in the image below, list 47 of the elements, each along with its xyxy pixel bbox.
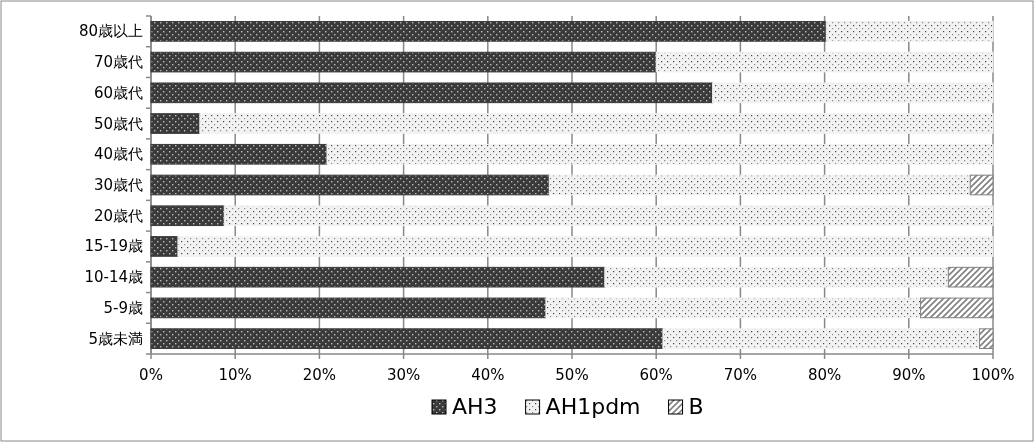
bar bbox=[150, 113, 201, 134]
bar bbox=[150, 266, 606, 288]
y-tick-label: 5-9歳 bbox=[103, 298, 143, 317]
y-tick-label: 60歳代 bbox=[93, 83, 143, 102]
y-tick-label: 50歳代 bbox=[93, 114, 143, 133]
bar bbox=[712, 82, 994, 104]
x-tick-label: 80% bbox=[807, 366, 842, 384]
bar bbox=[150, 236, 179, 257]
bar bbox=[655, 51, 994, 73]
legend-label: B bbox=[688, 394, 704, 419]
x-tick-label: 10% bbox=[218, 366, 252, 384]
bar bbox=[150, 297, 547, 319]
y-tick-label: 5歳未満 bbox=[88, 329, 143, 348]
x-tick-label: 30% bbox=[386, 366, 421, 384]
y-tick-label: 80歳以上 bbox=[78, 22, 143, 41]
bar bbox=[150, 51, 657, 73]
bar bbox=[825, 21, 994, 42]
y-tick-label: 20歳代 bbox=[93, 206, 143, 225]
y-tick-label: 40歳代 bbox=[93, 145, 143, 164]
bar bbox=[150, 174, 550, 196]
x-tick-label: 90% bbox=[892, 366, 926, 384]
x-tick-label: 20% bbox=[302, 366, 337, 384]
x-tick-label: 50% bbox=[555, 366, 589, 384]
y-tick-label: 10-14歳 bbox=[84, 268, 143, 287]
bar bbox=[223, 205, 994, 227]
x-tick-label: 0% bbox=[139, 366, 163, 384]
bar bbox=[604, 266, 949, 288]
bar bbox=[150, 21, 827, 42]
y-tick-label: 30歳代 bbox=[93, 176, 143, 194]
legend-label: AH1pdm bbox=[545, 394, 641, 419]
x-tick-label: 60% bbox=[639, 366, 673, 384]
bar bbox=[199, 113, 994, 134]
bar bbox=[150, 205, 225, 227]
y-tick-label: 15-19歳 bbox=[84, 237, 143, 256]
bar bbox=[662, 328, 981, 349]
bar bbox=[150, 143, 328, 165]
bar bbox=[177, 236, 994, 257]
legend-label: AH3 bbox=[452, 394, 498, 419]
bar bbox=[150, 328, 664, 349]
x-tick-label: 40% bbox=[471, 366, 505, 384]
bar bbox=[326, 143, 994, 165]
y-tick-label: 70歳代 bbox=[93, 53, 143, 72]
bar bbox=[150, 82, 714, 104]
x-tick-label: 70% bbox=[723, 366, 758, 384]
bar bbox=[545, 297, 922, 319]
x-tick-label: 100% bbox=[971, 366, 1015, 384]
bar bbox=[548, 174, 971, 196]
